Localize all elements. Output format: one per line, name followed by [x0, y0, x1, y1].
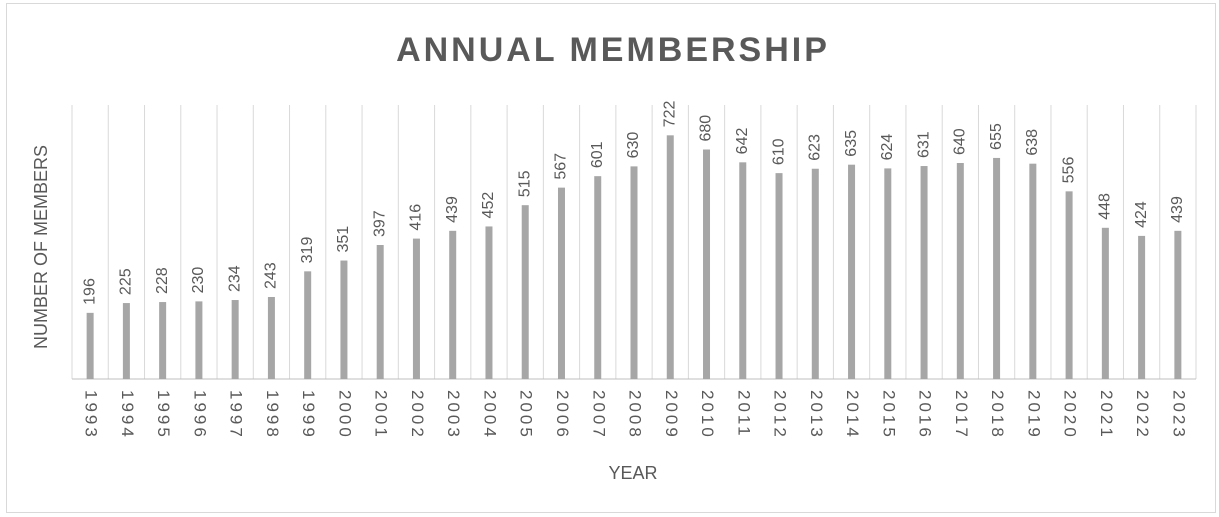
x-tick-label: 2008 [626, 390, 645, 440]
x-tick-label: 1994 [118, 390, 137, 440]
x-tick-label: 1996 [190, 390, 209, 440]
x-tick-label: 2019 [1024, 390, 1043, 440]
x-tick-label: 2021 [1097, 390, 1116, 440]
data-label: 351 [335, 226, 352, 253]
x-tick-label: 1993 [82, 390, 101, 440]
data-label: 424 [1133, 201, 1150, 228]
data-label: 601 [589, 141, 606, 168]
x-tick-label: 2006 [553, 390, 572, 440]
bar [1138, 235, 1146, 379]
bar [1101, 227, 1109, 379]
data-label: 319 [299, 237, 316, 264]
data-label: 397 [371, 210, 388, 237]
bar [956, 163, 964, 379]
x-tick-label: 2020 [1061, 390, 1080, 440]
x-tick-label: 2011 [734, 390, 753, 439]
x-tick-label: 2014 [843, 390, 862, 440]
data-label: 722 [661, 101, 678, 128]
x-tick-label: 2003 [444, 390, 463, 440]
data-label: 624 [879, 134, 896, 161]
bar [485, 226, 493, 379]
data-label: 416 [408, 204, 425, 231]
data-label: 452 [480, 192, 497, 219]
x-tick-label: 2013 [807, 390, 826, 440]
data-label: 439 [1169, 196, 1186, 223]
data-label: 234 [226, 265, 243, 292]
bar [340, 260, 348, 379]
bar [594, 176, 602, 379]
x-tick-label: 2002 [408, 390, 427, 440]
x-tick-label: 2016 [916, 390, 935, 440]
x-tick-label: 2007 [589, 390, 608, 440]
bar [993, 157, 1001, 379]
data-label: 243 [263, 262, 280, 289]
x-tick-label: 1997 [227, 390, 246, 440]
x-tick-label: 1995 [154, 390, 173, 440]
bar [811, 168, 819, 379]
x-tick-label: 2015 [879, 390, 898, 440]
bar [775, 173, 783, 379]
bar [449, 230, 457, 379]
bar [920, 166, 928, 379]
data-label: 230 [190, 267, 207, 294]
bar [159, 302, 167, 379]
x-tick-label: 2001 [372, 390, 391, 440]
x-tick-label: 2005 [517, 390, 536, 440]
data-label: 439 [444, 196, 461, 223]
data-label: 610 [770, 138, 787, 165]
bar [703, 149, 711, 379]
x-tick-label: 2010 [698, 390, 717, 440]
data-label: 635 [843, 130, 860, 157]
bar [267, 296, 275, 379]
x-tick-label: 2004 [480, 390, 499, 440]
x-tick-label: 2023 [1169, 390, 1188, 440]
bar [412, 238, 420, 379]
bar [231, 300, 239, 379]
y-axis-title: NUMBER OF MEMBERS [31, 145, 51, 349]
bar [557, 187, 565, 379]
bar [1029, 163, 1037, 379]
data-label: 196 [81, 278, 98, 305]
bar [848, 164, 856, 379]
bar [630, 166, 638, 379]
x-tick-label: 2017 [952, 390, 971, 440]
x-tick-label: 2000 [335, 390, 354, 440]
data-label: 655 [988, 123, 1005, 150]
bar [376, 245, 384, 379]
x-tick-label: 1998 [263, 390, 282, 440]
bar [122, 303, 130, 379]
data-label: 556 [1060, 157, 1077, 184]
x-tick-label: 2018 [988, 390, 1007, 440]
bar [884, 168, 892, 379]
data-label: 623 [807, 134, 824, 161]
data-label: 225 [118, 268, 135, 295]
bar [1174, 230, 1182, 379]
data-label: 515 [516, 170, 533, 197]
data-label: 638 [1024, 129, 1041, 156]
bar [195, 301, 203, 379]
x-tick-label: 2012 [771, 390, 790, 440]
bar [521, 205, 529, 379]
bar [304, 271, 312, 379]
x-tick-label: 1999 [299, 390, 318, 440]
x-tick-label: 2022 [1133, 390, 1152, 440]
chart-title: ANNUAL MEMBERSHIP [396, 31, 830, 69]
chart-frame [6, 3, 1216, 513]
data-label: 640 [952, 128, 969, 155]
data-label: 642 [734, 128, 751, 155]
data-label: 567 [553, 153, 570, 180]
data-label: 630 [625, 132, 642, 159]
data-label: 448 [1097, 193, 1114, 220]
bar [666, 135, 674, 379]
data-label: 680 [698, 115, 715, 142]
x-tick-label: 2009 [662, 390, 681, 440]
data-label: 631 [915, 131, 932, 158]
bar [1065, 191, 1073, 379]
x-axis-title: YEAR [608, 463, 657, 483]
bar [739, 162, 747, 379]
bar [86, 312, 94, 379]
data-label: 228 [154, 267, 171, 294]
